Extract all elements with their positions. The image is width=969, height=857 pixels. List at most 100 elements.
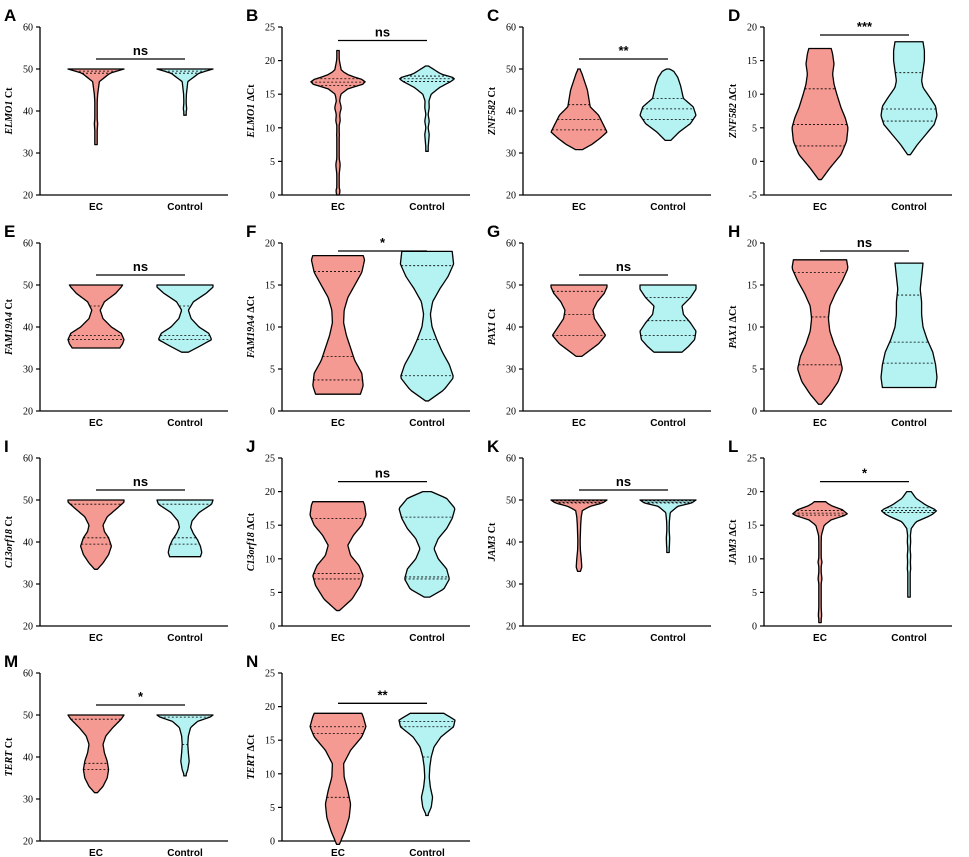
violin-ec [67,284,125,349]
violin-control [399,65,455,152]
significance-label: ns [133,43,148,58]
y-axis-unit: ΔCt [728,519,739,539]
violin-ec [792,501,848,624]
panel-e: E 20 30 40 50 60 FAM19A4 Ct EC Control ns [4,222,228,429]
x-category-label: EC [331,202,345,213]
x-category-label: Control [891,633,927,644]
x-category-label: Control [167,848,203,857]
panel-label: G [487,222,500,241]
y-tick-label: 40 [506,538,516,549]
y-axis-unit: Ct [4,515,15,529]
violin-ec [310,49,366,196]
y-axis-title: JAM3 ΔCt [728,519,739,566]
y-axis-title: ELMO1 Ct [4,87,15,136]
y-axis-unit: Ct [487,308,498,322]
y-tick-label: 0 [270,837,275,848]
x-category-label: EC [331,848,345,857]
violin-control [156,714,214,777]
y-tick-label: 40 [23,107,33,118]
y-tick-label: 20 [265,239,275,250]
y-tick-label: 50 [23,65,33,76]
y-axis-unit: ΔCt [728,305,739,325]
panel-label: J [246,437,255,456]
y-tick-label: 20 [506,407,516,418]
y-tick-label: 25 [265,454,275,465]
y-tick-label: 30 [23,795,33,806]
significance-label: ** [377,687,388,702]
y-tick-label: 20 [747,239,757,250]
x-category-label: EC [813,633,827,644]
y-tick-label: 0 [270,407,275,418]
violin-ec [791,47,849,181]
y-tick-label: 5 [752,365,757,376]
panel-label: F [246,222,256,241]
panel-j: J 0 5 10 15 20 25 C13orf18 ΔCt EC Control ns [246,437,470,644]
y-tick-label: 40 [506,107,516,118]
y-axis-gene: C13orf18 [4,529,15,568]
significance-label: ns [375,466,390,481]
x-category-label: Control [650,418,686,429]
y-axis-gene: JAM3 [487,536,498,563]
y-tick-label: 5 [752,588,757,599]
violin-control [639,499,697,554]
y-axis-title: FAM19A4 ΔCt [246,295,257,359]
panel-d: D -5 0 5 10 15 20 ZNF582 ΔCt EC Control *** [728,6,952,213]
y-axis-gene: PAX1 [728,325,739,349]
y-tick-label: 40 [23,753,33,764]
y-tick-label: 20 [506,622,516,633]
panel-g: G 20 30 40 50 60 PAX1 Ct EC Control ns [487,222,711,429]
y-axis-title: TERT ΔCt [246,734,257,780]
y-tick-label: 20 [747,487,757,498]
y-tick-label: 20 [747,23,757,34]
panel-b: B 0 5 10 15 20 25 ELMO1 ΔCt EC Control ns [246,6,470,213]
violin-control [156,499,214,558]
panel-m: M 20 30 40 50 60 TERT Ct EC Control * [4,652,228,857]
y-tick-label: 0 [752,407,757,418]
x-category-label: EC [331,418,345,429]
y-tick-label: 50 [23,496,33,507]
y-tick-label: 10 [265,323,275,334]
y-tick-label: 30 [506,149,516,160]
y-axis-unit: Ct [4,298,15,312]
y-axis-unit: ΔCt [728,83,739,103]
y-tick-label: 60 [506,454,516,465]
y-axis-gene: ELMO1 [246,104,257,139]
panel-label: L [728,437,738,456]
y-tick-label: 10 [747,90,757,101]
y-tick-label: 15 [747,281,757,292]
y-axis-unit: Ct [4,87,15,101]
panel-label: M [4,652,18,671]
violin-control [398,490,456,598]
violin-control [880,262,938,389]
y-axis-gene: JAM3 [728,539,739,566]
x-category-label: Control [650,202,686,213]
violin-control [639,68,697,142]
y-tick-label: 20 [23,407,33,418]
panel-h: H 0 5 10 15 20 PAX1 ΔCt EC Control ns [728,222,952,429]
violin-ec [309,501,367,612]
y-axis-gene: FAM19A4 [246,315,257,359]
y-tick-label: -5 [749,191,757,202]
panel-label: K [487,437,500,456]
y-axis-gene: ZNF582 [487,100,498,136]
y-tick-label: 0 [270,191,275,202]
y-axis-unit: Ct [487,86,498,100]
y-tick-label: 60 [23,23,33,34]
y-tick-label: 60 [506,23,516,34]
y-tick-label: 20 [265,56,275,67]
y-tick-label: 15 [265,281,275,292]
significance-label: ns [133,259,148,274]
y-axis-gene: C13orf18 [246,532,257,571]
x-category-label: EC [572,633,586,644]
y-axis-title: PAX1 ΔCt [728,305,739,349]
y-tick-label: 15 [747,56,757,67]
violin-ec [67,714,125,794]
y-axis-title: TERT Ct [4,737,15,776]
x-category-label: EC [572,418,586,429]
y-tick-label: 30 [506,580,516,591]
panel-label: I [4,437,9,456]
x-category-label: EC [89,418,103,429]
y-tick-label: 60 [23,239,33,250]
x-category-label: Control [409,633,445,644]
panel-label: E [4,222,15,241]
